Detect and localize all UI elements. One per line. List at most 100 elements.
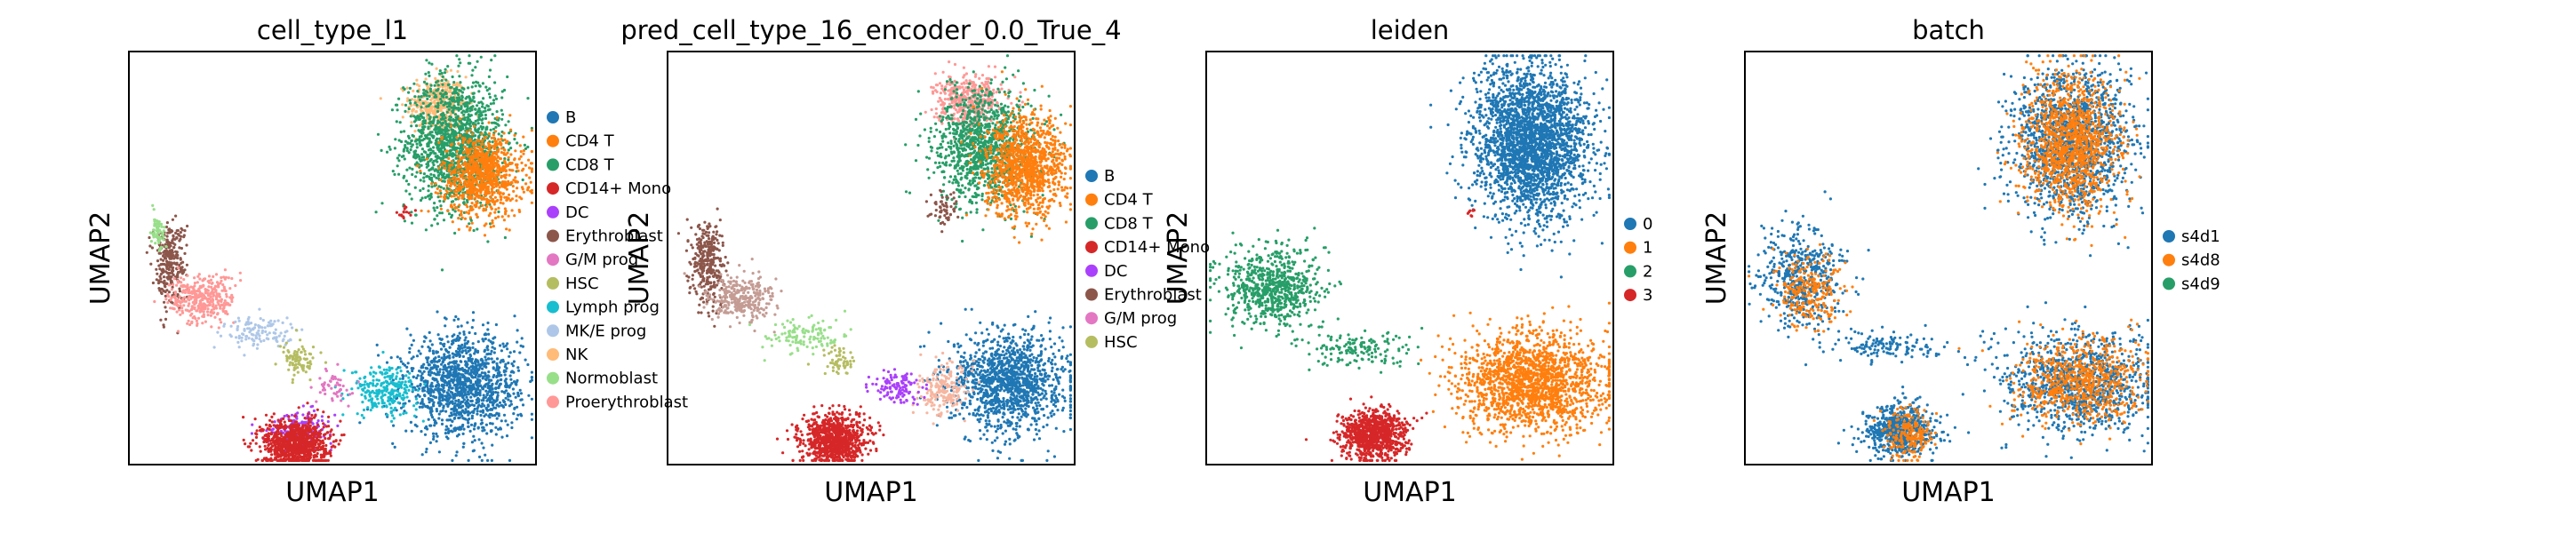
scatter-point bbox=[490, 394, 493, 397]
scatter-point bbox=[495, 395, 500, 399]
scatter-point bbox=[420, 134, 423, 139]
scatter-point bbox=[433, 95, 436, 99]
scatter-point bbox=[452, 203, 456, 207]
scatter-point bbox=[403, 157, 406, 161]
scatter-point bbox=[487, 332, 491, 336]
scatter-point bbox=[358, 377, 362, 380]
scatter-point bbox=[451, 352, 454, 355]
scatter-point bbox=[413, 95, 417, 99]
scatter-point bbox=[426, 358, 429, 362]
scatter-point bbox=[500, 96, 504, 99]
scatter-point bbox=[307, 412, 310, 416]
scatter-point bbox=[409, 213, 412, 217]
scatter-point bbox=[255, 429, 259, 433]
scatter-point bbox=[487, 121, 491, 124]
scatter-point bbox=[481, 82, 485, 85]
scatter-point bbox=[459, 360, 462, 363]
scatter-point bbox=[434, 101, 437, 106]
scatter-point bbox=[517, 157, 521, 161]
scatter-point bbox=[409, 333, 412, 337]
scatter-point bbox=[444, 188, 448, 192]
scatter-point bbox=[445, 141, 449, 145]
scatter-point bbox=[395, 211, 398, 214]
scatter-point bbox=[460, 151, 463, 155]
scatter-point bbox=[460, 414, 464, 418]
scatter-point bbox=[474, 129, 477, 132]
scatter-point bbox=[385, 150, 389, 154]
scatter-point bbox=[323, 433, 326, 437]
scatter-point bbox=[451, 111, 455, 115]
scatter-point bbox=[416, 388, 420, 392]
scatter-point bbox=[393, 172, 396, 176]
scatter-point bbox=[462, 113, 466, 116]
scatter-point bbox=[472, 96, 476, 99]
scatter-point bbox=[489, 128, 492, 131]
scatter-point bbox=[426, 116, 429, 120]
scatter-point bbox=[442, 365, 445, 369]
scatter-point bbox=[510, 426, 514, 430]
scatter-point bbox=[434, 76, 437, 80]
scatter-point bbox=[503, 180, 507, 184]
scatter-point bbox=[516, 169, 520, 172]
scatter-point bbox=[452, 395, 455, 399]
scatter-point bbox=[414, 397, 419, 401]
scatter-point bbox=[508, 114, 512, 117]
scatter-point bbox=[448, 163, 452, 167]
scatter-point bbox=[431, 432, 436, 435]
scatter-point bbox=[401, 115, 404, 119]
scatter-point bbox=[436, 187, 439, 190]
scatter-point bbox=[408, 351, 412, 354]
scatter-point bbox=[439, 204, 443, 208]
scatter-point bbox=[522, 152, 525, 155]
scatter-point bbox=[487, 338, 491, 342]
scatter-point bbox=[506, 342, 509, 346]
scatter-point bbox=[444, 317, 448, 321]
scatter-point bbox=[374, 394, 378, 398]
scatter-point bbox=[436, 109, 440, 114]
scatter-point bbox=[505, 187, 508, 191]
scatter-point bbox=[392, 424, 396, 427]
scatter-point bbox=[425, 165, 428, 169]
scatter-point bbox=[400, 396, 404, 400]
scatter-point bbox=[404, 189, 408, 193]
scatter-point bbox=[447, 118, 451, 122]
scatter-point bbox=[482, 375, 485, 378]
scatter-point bbox=[508, 182, 511, 187]
scatter-point bbox=[505, 227, 508, 231]
scatter-point bbox=[486, 458, 490, 463]
scatter-point bbox=[479, 191, 483, 195]
scatter-point bbox=[475, 172, 478, 176]
scatter-point bbox=[516, 393, 520, 396]
scatter-point bbox=[460, 212, 463, 216]
scatter-point bbox=[427, 184, 430, 187]
scatter-point bbox=[420, 209, 423, 212]
scatter-point bbox=[423, 92, 427, 96]
scatter-point bbox=[435, 176, 438, 179]
scatter-point bbox=[519, 344, 523, 347]
scatter-point bbox=[474, 373, 478, 377]
scatter-point bbox=[479, 201, 483, 204]
scatter-point bbox=[408, 99, 412, 102]
scatter-point bbox=[436, 310, 439, 314]
scatter-point bbox=[476, 382, 479, 386]
scatter-point bbox=[432, 118, 436, 122]
scatter-point bbox=[480, 399, 484, 402]
scatter-point bbox=[421, 419, 425, 423]
scatter-point bbox=[506, 392, 510, 395]
scatter-point bbox=[500, 147, 504, 150]
scatter-point bbox=[467, 155, 470, 158]
scatter-point bbox=[476, 104, 479, 107]
scatter-point bbox=[319, 428, 323, 432]
scatter-point bbox=[510, 421, 514, 425]
scatter-point bbox=[451, 142, 454, 146]
scatter-point bbox=[423, 134, 428, 138]
scatter-point bbox=[440, 383, 444, 386]
scatter-point bbox=[403, 396, 406, 400]
scatter-point bbox=[425, 59, 428, 62]
scatter-point bbox=[488, 87, 492, 91]
scatter-point bbox=[428, 87, 432, 91]
scatter-point bbox=[476, 215, 479, 219]
scatter-point bbox=[390, 108, 394, 112]
scatter-point bbox=[481, 409, 485, 412]
scatter-point bbox=[412, 89, 415, 92]
